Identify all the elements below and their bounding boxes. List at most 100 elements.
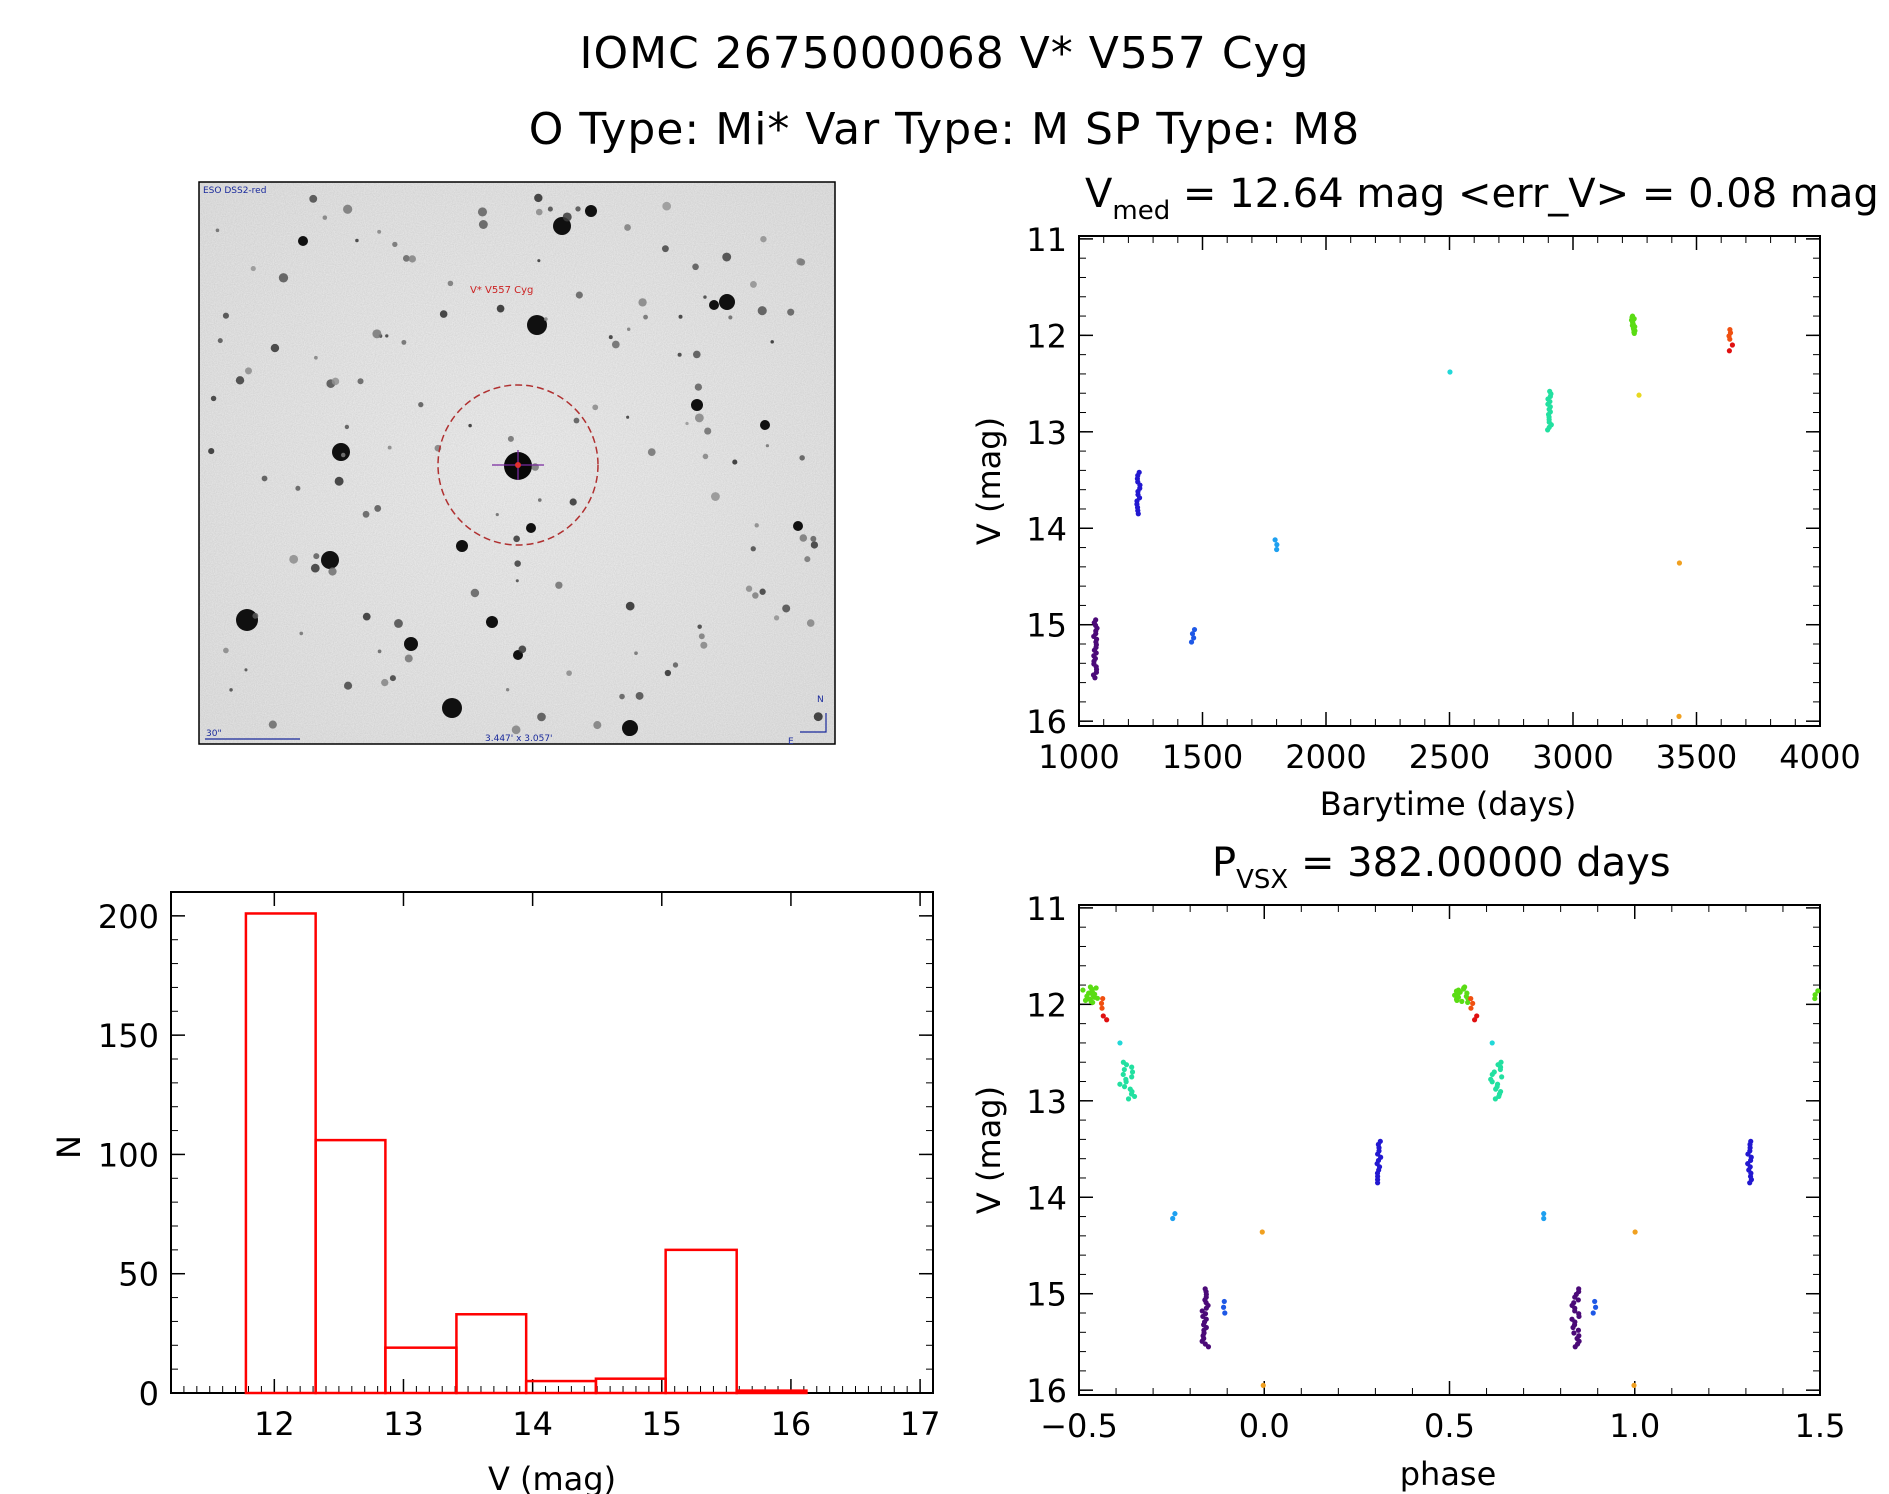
- ph-data-point: [1576, 1313, 1582, 1320]
- field-star: [759, 588, 766, 595]
- lc-data-point: [1727, 336, 1733, 342]
- field-star: [377, 649, 382, 654]
- field-star: [566, 670, 572, 676]
- field-star: [341, 452, 346, 458]
- lc-data-point: [1545, 427, 1551, 433]
- ph-ytick-label: 14: [1026, 1179, 1067, 1217]
- field-star: [402, 254, 410, 262]
- hi-xtick-label: 13: [383, 1405, 424, 1443]
- field-star: [750, 546, 756, 552]
- field-star: [278, 273, 289, 283]
- ph-data-point: [1082, 997, 1089, 1003]
- ph-data-point: [1812, 992, 1818, 998]
- hi-xtick-label: 17: [900, 1405, 941, 1443]
- field-star: [468, 423, 472, 428]
- ph-data-point: [1170, 1215, 1176, 1222]
- field-star: [698, 633, 705, 640]
- field-star: [208, 447, 215, 455]
- field-star: [685, 421, 689, 426]
- field-star: [439, 310, 448, 318]
- field-star: [719, 294, 735, 310]
- ph-data-point: [1454, 997, 1460, 1003]
- field-star: [385, 334, 389, 338]
- lc-data-point: [1189, 631, 1196, 637]
- lc-data-point: [1274, 542, 1280, 548]
- field-star: [394, 619, 403, 628]
- ph-ytick-label: 11: [1026, 890, 1067, 928]
- field-star: [745, 585, 753, 592]
- ph-data-point: [1104, 1017, 1110, 1023]
- lc-data-point: [1447, 369, 1453, 375]
- field-star: [507, 435, 514, 442]
- field-star: [782, 604, 791, 613]
- lc-xtick-label: 3500: [1656, 738, 1737, 776]
- ph-xtick-label: 0.5: [1424, 1407, 1475, 1445]
- hi-ytick-label: 0: [139, 1375, 159, 1413]
- field-star: [537, 259, 541, 263]
- ph-data-point: [1093, 985, 1099, 991]
- ph-data-point: [1129, 1074, 1135, 1080]
- light-curve-xlabel: Barytime (days): [1320, 785, 1577, 823]
- hi-ytick-label: 150: [98, 1017, 159, 1055]
- lc-xtick-label: 2500: [1409, 738, 1490, 776]
- ph-data-point: [1541, 1215, 1547, 1222]
- ph-data-point: [1100, 1013, 1106, 1019]
- ph-data-point: [1492, 1096, 1498, 1102]
- ph-data-point: [1221, 1298, 1227, 1305]
- field-star: [328, 567, 337, 576]
- field-star: [362, 612, 371, 621]
- ph-xtick-label: 0.0: [1239, 1407, 1290, 1445]
- field-star: [555, 581, 563, 589]
- ph-data-point: [1592, 1304, 1599, 1310]
- ph-data-point: [1541, 1211, 1547, 1217]
- histogram-bar: [664, 1248, 738, 1395]
- field-star: [289, 554, 299, 564]
- field-star: [709, 300, 719, 310]
- field-star: [634, 651, 638, 656]
- field-star: [553, 217, 571, 235]
- field-star: [562, 212, 572, 222]
- ph-data-point: [1489, 1040, 1495, 1046]
- field-star: [700, 641, 708, 649]
- histogram-bar: [244, 912, 317, 1395]
- survey-label: ESO DSS2-red: [203, 186, 266, 196]
- lc-data-point: [1092, 675, 1098, 681]
- ph-ytick-label: 15: [1026, 1276, 1067, 1314]
- field-star: [569, 498, 577, 506]
- histogram-ylabel: N: [50, 1135, 88, 1159]
- ph-data-point: [1590, 1310, 1596, 1316]
- histogram-axes-frame: [170, 891, 934, 1394]
- lc-data-point: [1636, 392, 1642, 398]
- field-star: [626, 327, 631, 331]
- field-star: [752, 592, 759, 599]
- ph-data-point: [1452, 992, 1458, 998]
- field-star: [310, 563, 320, 573]
- field-star: [757, 306, 767, 316]
- lc-data-point: [1135, 511, 1141, 517]
- histogram-panel: 12 13 14 15 16 17 0 50 100 150 200 V (mag) N: [50, 891, 941, 1494]
- field-star: [210, 395, 217, 402]
- ph-data-point: [1117, 1040, 1123, 1046]
- field-star: [773, 615, 780, 621]
- lc-xtick-label: 1000: [1038, 738, 1119, 776]
- ph-ytick-label: 13: [1026, 1083, 1067, 1121]
- histogram-bar: [524, 1379, 598, 1395]
- lc-data-point: [1188, 639, 1195, 645]
- field-star: [505, 688, 510, 692]
- field-star: [223, 647, 229, 654]
- ph-data-point: [1471, 1017, 1478, 1023]
- field-star: [355, 238, 359, 243]
- histogram-bar: [314, 1138, 387, 1395]
- ph-data-point: [1570, 1324, 1576, 1331]
- field-star: [691, 399, 703, 411]
- light-curve-title: Vmed = 12.64 mag <err_V> = 0.08 mag: [1085, 171, 1879, 226]
- field-star: [787, 308, 795, 316]
- field-star: [623, 724, 635, 736]
- field-star: [694, 383, 703, 391]
- ph-data-point: [1203, 1305, 1209, 1311]
- field-star: [295, 485, 301, 491]
- field-star: [478, 220, 488, 229]
- ph-data-point: [1172, 1211, 1178, 1217]
- ph-data-point: [1461, 986, 1467, 992]
